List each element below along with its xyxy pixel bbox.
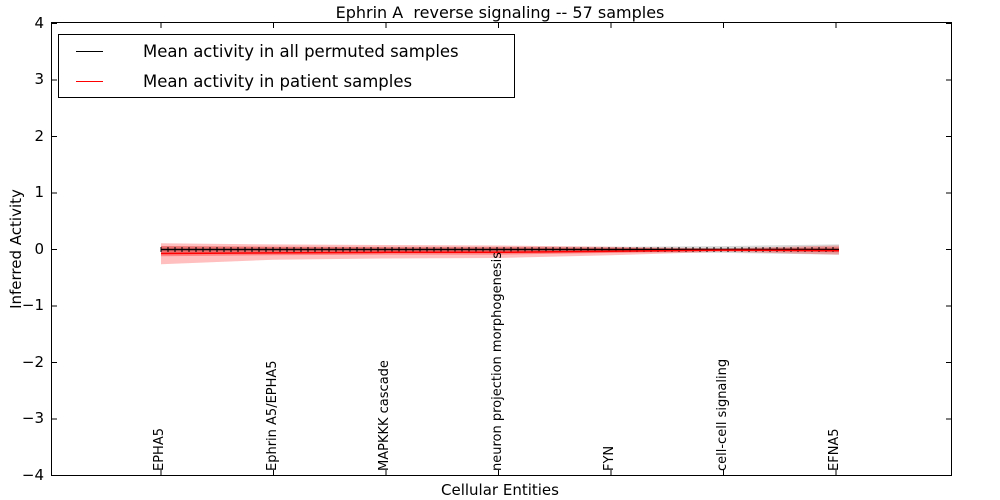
band-patient-sample-range-inner <box>161 246 839 257</box>
x-axis-label: Cellular Entities <box>441 481 559 499</box>
axis-ticks <box>52 23 951 475</box>
x-tick-label: neuron projection morphogenesis <box>489 252 505 471</box>
y-tick-label: 4 <box>34 13 44 32</box>
y-tick-label: 3 <box>34 70 44 88</box>
x-tick-label: EFNA5 <box>827 428 842 471</box>
legend-item-patient: Mean activity in patient samples <box>59 66 514 96</box>
legend-line-patient-icon <box>76 80 103 82</box>
y-tick-label: −3 <box>21 409 44 427</box>
x-tick-label: MAPKKK cascade <box>377 360 392 471</box>
band-patient-sample-range-outer <box>161 243 839 265</box>
plot-canvas <box>52 23 951 475</box>
x-tick-label: EPHA5 <box>152 428 167 471</box>
y-tick-label: −4 <box>21 465 44 484</box>
series-line-patient <box>160 249 839 255</box>
legend-line-permuted-icon <box>76 50 103 52</box>
legend-item-permuted: Mean activity in all permuted samples <box>59 36 514 66</box>
x-tick-label: Ephrin A5/EPHA5 <box>264 360 280 471</box>
y-tick-label: 2 <box>34 126 44 145</box>
legend-label-permuted: Mean activity in all permuted samples <box>143 41 459 61</box>
y-tick-label: 1 <box>34 183 44 201</box>
y-tick-label: 0 <box>34 239 44 258</box>
x-tick-label: FYN <box>602 445 617 471</box>
y-tick-label: −2 <box>21 352 44 371</box>
y-tick-label: −1 <box>21 296 44 314</box>
legend-label-patient: Mean activity in patient samples <box>143 71 413 91</box>
x-tick-label: cell-cell signaling <box>714 358 730 471</box>
chart-title: Ephrin A reverse signaling -- 57 samples <box>335 3 665 22</box>
plot-area: Mean activity in all permuted samples Me… <box>51 22 952 476</box>
legend: Mean activity in all permuted samples Me… <box>58 34 515 98</box>
